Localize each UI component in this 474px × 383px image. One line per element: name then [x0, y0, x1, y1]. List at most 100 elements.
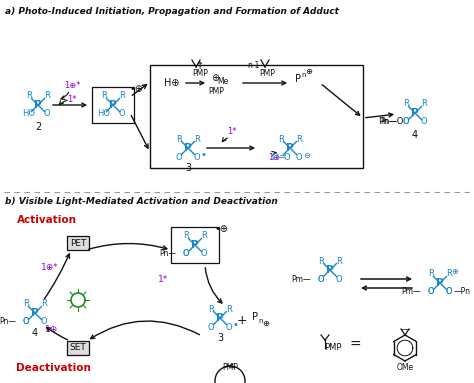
Text: P: P: [326, 265, 334, 275]
Text: PMP: PMP: [259, 69, 275, 77]
Text: n: n: [259, 318, 263, 324]
Text: 1*: 1*: [67, 95, 77, 105]
Text: R: R: [41, 300, 47, 308]
Text: R: R: [194, 134, 200, 144]
Text: SET: SET: [70, 344, 86, 352]
Text: O: O: [23, 318, 29, 326]
Text: P: P: [252, 312, 258, 322]
Text: O: O: [41, 318, 47, 326]
Text: O: O: [182, 249, 189, 259]
Text: O: O: [446, 288, 452, 296]
Text: O: O: [44, 110, 50, 118]
Text: —Pn: —Pn: [454, 288, 471, 296]
Text: O: O: [118, 110, 125, 118]
Text: Pn—: Pn—: [380, 118, 397, 126]
Text: O: O: [336, 275, 342, 283]
Text: R: R: [278, 134, 284, 144]
Text: PET: PET: [70, 239, 86, 247]
Text: O: O: [403, 118, 410, 126]
Text: Me: Me: [218, 77, 228, 87]
Text: 1⊕*: 1⊕*: [41, 264, 59, 272]
Text: O: O: [201, 249, 207, 259]
Text: PMP: PMP: [324, 344, 342, 352]
Text: =: =: [278, 152, 285, 162]
Text: ⊖: ⊖: [303, 151, 310, 159]
Text: •⊕: •⊕: [130, 84, 144, 94]
Text: O: O: [446, 288, 452, 296]
Text: P: P: [436, 278, 444, 288]
Bar: [150, 65, 363, 168]
Text: P: P: [191, 240, 199, 250]
Text: P: P: [286, 143, 294, 153]
Text: R: R: [428, 270, 434, 278]
Text: Pn—: Pn—: [0, 318, 16, 326]
Text: PMP: PMP: [222, 363, 238, 373]
Text: P: P: [411, 108, 419, 118]
Text: R: R: [446, 270, 452, 278]
Text: O: O: [296, 152, 302, 162]
Text: b) Visible Light-Mediated Activation and Deactivation: b) Visible Light-Mediated Activation and…: [5, 197, 278, 206]
Text: O: O: [428, 288, 434, 296]
Text: P: P: [34, 100, 42, 110]
Text: 3: 3: [217, 333, 223, 343]
Text: O: O: [182, 249, 189, 259]
Text: Pm—: Pm—: [401, 288, 421, 296]
Text: H⊕: H⊕: [164, 78, 180, 88]
Text: •: •: [233, 320, 239, 330]
Text: O: O: [318, 275, 324, 283]
Text: Pm—: Pm—: [292, 275, 311, 283]
Text: O: O: [403, 118, 410, 126]
Text: OMe: OMe: [396, 362, 413, 372]
Text: 1*: 1*: [227, 128, 237, 136]
Text: R: R: [296, 134, 302, 144]
Text: Pn—: Pn—: [159, 249, 176, 259]
Text: O: O: [318, 275, 324, 283]
Text: HO: HO: [22, 110, 36, 118]
Text: O: O: [226, 322, 232, 332]
Text: O: O: [208, 322, 214, 332]
Text: =: =: [349, 338, 361, 352]
Text: R: R: [119, 92, 125, 100]
Text: R: R: [336, 257, 342, 265]
Text: ⊕: ⊕: [263, 319, 270, 329]
Text: R: R: [44, 92, 50, 100]
Text: PMP: PMP: [192, 69, 208, 77]
Text: O: O: [194, 152, 201, 162]
Text: R: R: [208, 304, 214, 314]
Text: R: R: [23, 300, 29, 308]
Text: R: R: [101, 92, 107, 100]
Text: Pn—O: Pn—O: [379, 118, 404, 126]
Text: ⊕: ⊕: [451, 267, 458, 277]
Text: 1⊕: 1⊕: [268, 154, 280, 162]
Text: R: R: [226, 304, 232, 314]
Text: 1*: 1*: [158, 275, 168, 285]
Text: •: •: [201, 150, 207, 160]
Text: R: R: [183, 231, 189, 241]
Text: Activation: Activation: [17, 215, 77, 225]
Bar: [92, 87, 134, 123]
Text: PMP: PMP: [208, 87, 224, 95]
Text: 1⊕*: 1⊕*: [64, 80, 80, 90]
Text: P: P: [295, 74, 301, 84]
Text: P: P: [184, 143, 192, 153]
Text: ↑: ↑: [196, 61, 204, 71]
Text: O: O: [23, 318, 29, 326]
Text: +: +: [237, 314, 247, 326]
Text: R: R: [26, 92, 32, 100]
Text: n: n: [302, 72, 306, 78]
Text: •⊕: •⊕: [215, 224, 229, 234]
Text: O: O: [272, 152, 278, 162]
Text: n-1: n-1: [247, 61, 259, 69]
Text: O: O: [284, 152, 291, 162]
Text: a) Photo-Induced Initiation, Propagation and Formation of Adduct: a) Photo-Induced Initiation, Propagation…: [5, 7, 339, 16]
Text: P: P: [31, 308, 39, 318]
Text: O: O: [176, 152, 182, 162]
Text: P: P: [216, 313, 224, 323]
Text: HO: HO: [98, 110, 110, 118]
Text: P: P: [109, 100, 117, 110]
Text: 4: 4: [32, 328, 38, 338]
Text: R: R: [403, 100, 409, 108]
Text: R: R: [421, 100, 427, 108]
Text: R: R: [201, 231, 207, 241]
Text: O: O: [428, 288, 434, 296]
